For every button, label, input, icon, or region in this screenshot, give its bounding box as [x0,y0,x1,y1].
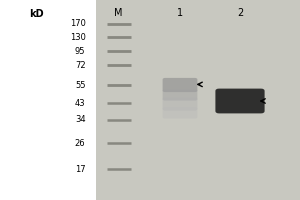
FancyBboxPatch shape [163,97,197,111]
FancyBboxPatch shape [215,89,265,113]
Text: 72: 72 [75,60,86,70]
Text: 26: 26 [75,138,86,148]
Text: 170: 170 [70,20,86,28]
Bar [96,0,300,200]
Text: 55: 55 [75,81,86,90]
FancyBboxPatch shape [163,78,197,92]
Text: 17: 17 [75,164,86,173]
Text: 1: 1 [177,8,183,18]
Text: M: M [114,8,123,18]
Text: kD: kD [29,9,43,19]
Text: 43: 43 [75,98,86,108]
Text: 34: 34 [75,116,86,124]
Text: 130: 130 [70,32,86,42]
Text: 95: 95 [75,46,86,55]
FancyBboxPatch shape [163,89,197,101]
Text: 2: 2 [237,8,243,18]
FancyBboxPatch shape [163,107,197,119]
